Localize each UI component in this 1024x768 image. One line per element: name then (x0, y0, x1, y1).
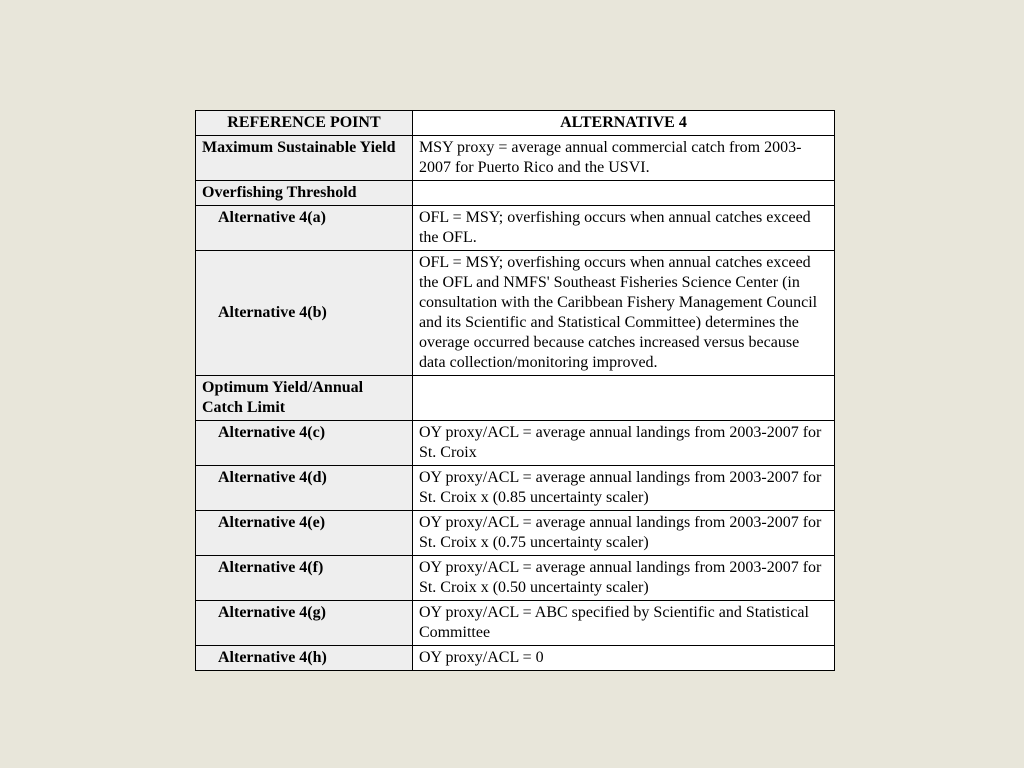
row-value: OFL = MSY; overfishing occurs when annua… (412, 206, 834, 251)
row-label: Alternative 4(e) (196, 511, 413, 556)
row-label: Alternative 4(g) (196, 601, 413, 646)
header-reference-point: REFERENCE POINT (196, 111, 413, 136)
table-row: Alternative 4(g) OY proxy/ACL = ABC spec… (196, 601, 835, 646)
table-header-row: REFERENCE POINT ALTERNATIVE 4 (196, 111, 835, 136)
table-row: Alternative 4(d) OY proxy/ACL = average … (196, 466, 835, 511)
header-alternative: ALTERNATIVE 4 (412, 111, 834, 136)
row-value (412, 376, 834, 421)
row-value: OY proxy/ACL = ABC specified by Scientif… (412, 601, 834, 646)
table-row: Maximum Sustainable Yield MSY proxy = av… (196, 136, 835, 181)
row-value: OY proxy/ACL = average annual landings f… (412, 421, 834, 466)
row-value: OY proxy/ACL = average annual landings f… (412, 556, 834, 601)
table-row: Alternative 4(b) OFL = MSY; overfishing … (196, 251, 835, 376)
table-row: Alternative 4(f) OY proxy/ACL = average … (196, 556, 835, 601)
reference-point-table: REFERENCE POINT ALTERNATIVE 4 Maximum Su… (195, 110, 835, 671)
table-row: Alternative 4(c) OY proxy/ACL = average … (196, 421, 835, 466)
row-value: OY proxy/ACL = average annual landings f… (412, 511, 834, 556)
row-label: Optimum Yield/Annual Catch Limit (196, 376, 413, 421)
table-row: Optimum Yield/Annual Catch Limit (196, 376, 835, 421)
row-label: Alternative 4(d) (196, 466, 413, 511)
row-label: Overfishing Threshold (196, 181, 413, 206)
table-row: Alternative 4(h) OY proxy/ACL = 0 (196, 646, 835, 671)
row-label: Alternative 4(a) (196, 206, 413, 251)
table-row: Overfishing Threshold (196, 181, 835, 206)
row-label: Alternative 4(h) (196, 646, 413, 671)
table-container: REFERENCE POINT ALTERNATIVE 4 Maximum Su… (0, 0, 1024, 671)
row-value: OFL = MSY; overfishing occurs when annua… (412, 251, 834, 376)
row-value: OY proxy/ACL = 0 (412, 646, 834, 671)
row-value: OY proxy/ACL = average annual landings f… (412, 466, 834, 511)
row-label: Alternative 4(f) (196, 556, 413, 601)
row-value: MSY proxy = average annual commercial ca… (412, 136, 834, 181)
row-value (412, 181, 834, 206)
row-label: Alternative 4(c) (196, 421, 413, 466)
table-row: Alternative 4(a) OFL = MSY; overfishing … (196, 206, 835, 251)
table-row: Alternative 4(e) OY proxy/ACL = average … (196, 511, 835, 556)
row-label: Maximum Sustainable Yield (196, 136, 413, 181)
row-label: Alternative 4(b) (196, 251, 413, 376)
